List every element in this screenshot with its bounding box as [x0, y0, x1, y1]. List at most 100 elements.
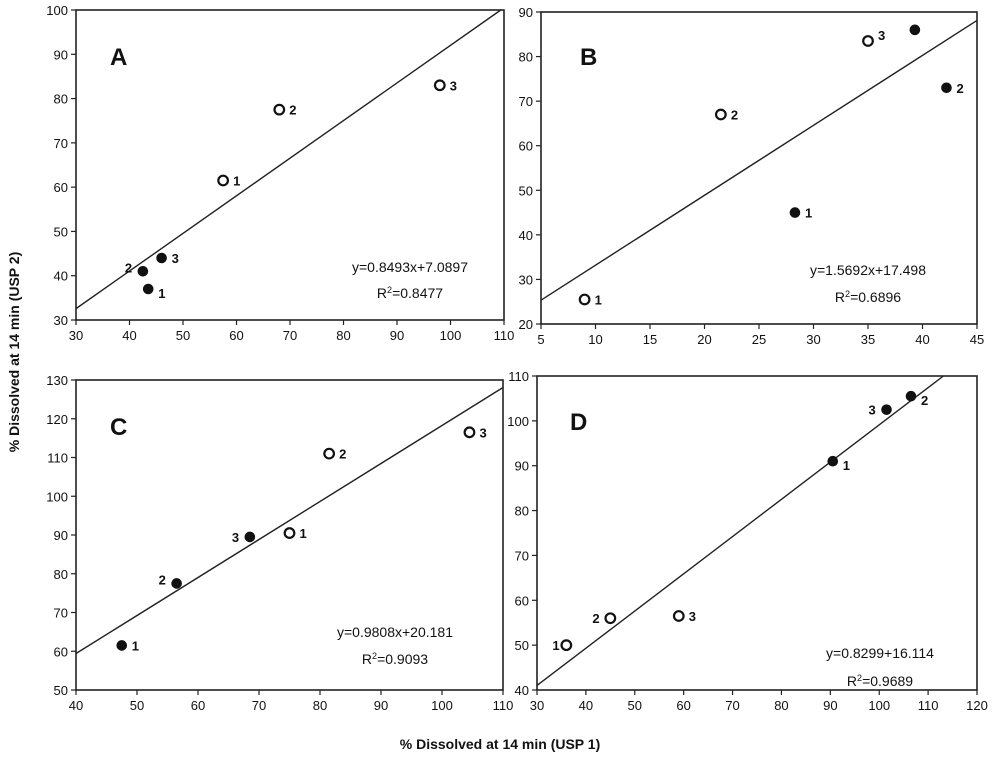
x-tick-label: 90	[823, 698, 837, 713]
filled-data-point	[116, 640, 128, 651]
regression-line	[75, 386, 504, 655]
x-tick-label: 15	[643, 332, 657, 347]
regression-line	[536, 375, 944, 687]
point-label: 2	[592, 611, 599, 626]
y-tick-label: 130	[46, 373, 68, 388]
point-label: 3	[232, 530, 239, 545]
x-tick-label: 70	[252, 698, 266, 713]
filled-data-point	[156, 252, 167, 264]
open-data-point	[560, 639, 573, 652]
regression-equation: y=0.8493x+7.0897	[352, 259, 468, 275]
x-tick-label: 35	[861, 332, 875, 347]
r-squared-superscript: 2	[845, 289, 850, 299]
point-label: 2	[731, 108, 738, 123]
y-tick-label: 90	[519, 5, 533, 20]
x-axis-title: % Dissolved at 14 min (USP 1)	[399, 736, 601, 752]
point-label: 3	[689, 609, 696, 624]
filled-data-point	[789, 207, 801, 218]
y-tick-label: 100	[46, 489, 68, 504]
chart-panel-c: 40 50 60 70 80 90 100 1105060708090100110120130…	[46, 373, 513, 713]
open-data-point	[463, 426, 476, 439]
chart-panel-a: 30 40 50 60 70 80 90 100 110 30 40 50 60 70 80 90 100 1 2 3…	[46, 3, 514, 343]
x-tick-label: 100	[431, 698, 453, 713]
filled-data-point	[905, 390, 917, 402]
x-tick-label: 110	[918, 698, 939, 713]
y-tick-label: 60	[515, 593, 529, 608]
y-tick-label: 50	[54, 683, 68, 698]
filled-data-point	[244, 531, 256, 543]
x-tick-label: 10	[588, 332, 602, 347]
point-label: 1	[132, 638, 139, 653]
x-tick-label: 25	[752, 332, 766, 347]
r-squared-superscript: 2	[857, 673, 862, 683]
r-squared-symbol: R	[835, 289, 845, 305]
r-squared-symbol: R	[377, 285, 387, 301]
point-label: 2	[956, 81, 963, 96]
x-tick-label: 90	[374, 698, 388, 713]
x-tick-label: 20	[697, 332, 711, 347]
y-tick-label: 50	[54, 224, 68, 239]
y-tick-label: 40	[54, 269, 68, 284]
y-tick-label: 40	[519, 228, 533, 243]
panel-label-a: A	[110, 44, 127, 71]
open-data-point	[217, 174, 230, 187]
y-tick-label: 70	[515, 548, 529, 563]
filled-data-point	[909, 24, 921, 36]
filled-data-point	[827, 455, 839, 467]
point-label: 3	[878, 28, 885, 43]
x-tick-label: 40	[579, 698, 593, 713]
r-squared-symbol: R	[847, 673, 857, 689]
point-label: 2	[159, 572, 166, 587]
x-tick-label: 30	[806, 332, 820, 347]
y-tick-label: 90	[54, 528, 68, 543]
point-label: 2	[921, 393, 928, 408]
point-label: 1	[805, 206, 812, 221]
chart-panel-b: 5 10 15 20 25 30 35 40 45 20 30 40 50 60 70 80 90 1 2 3 1 2 By…	[519, 5, 985, 347]
point-label: 3	[450, 78, 457, 93]
y-tick-label: 60	[54, 180, 68, 195]
point-label: 1	[233, 174, 240, 189]
x-tick-label: 90	[390, 328, 404, 343]
y-tick-label: 80	[54, 92, 68, 107]
x-tick-label: 70	[725, 698, 739, 713]
r-squared-number: =0.8477	[392, 285, 443, 301]
r-squared-number: =0.6896	[850, 289, 901, 305]
x-tick-label: 40	[915, 332, 929, 347]
point-label: 1	[158, 286, 165, 301]
x-tick-label: 70	[283, 328, 297, 343]
y-tick-label: 40	[515, 683, 529, 698]
r-squared-superscript: 2	[387, 285, 392, 295]
x-tick-label: 80	[336, 328, 350, 343]
r-squared-number: =0.9093	[377, 651, 428, 667]
open-data-point	[672, 610, 685, 622]
y-tick-label: 70	[519, 94, 533, 109]
x-tick-label: 60	[191, 698, 205, 713]
y-tick-label: 100	[507, 414, 529, 429]
point-label: 1	[300, 526, 307, 541]
chart-panel-d: 30 40 50 60 70 80 90 100 110 12040506070809010011…	[507, 369, 988, 713]
point-label: 2	[339, 447, 346, 462]
panel-label-b: B	[580, 44, 597, 71]
panel-label-c: C	[110, 414, 127, 441]
open-data-point	[862, 35, 874, 47]
point-label: 1	[552, 638, 559, 653]
y-tick-label: 110	[508, 369, 529, 384]
x-tick-label: 100	[868, 698, 890, 713]
r-squared-superscript: 2	[372, 651, 377, 661]
x-tick-label: 5	[537, 332, 544, 347]
open-data-point	[283, 527, 296, 539]
x-tick-label: 110	[493, 698, 514, 713]
r-squared-value: R2=0.8477	[377, 285, 443, 301]
open-data-point	[323, 447, 336, 460]
point-label: 1	[595, 292, 602, 307]
x-tick-label: 60	[229, 328, 243, 343]
r-squared-symbol: R	[362, 651, 372, 667]
y-tick-label: 110	[47, 451, 68, 466]
r-squared-value: R2=0.9689	[847, 673, 913, 689]
x-tick-label: 110	[494, 328, 515, 343]
r-squared-number: =0.9689	[862, 673, 913, 689]
y-tick-label: 70	[54, 606, 68, 621]
point-label: 1	[843, 458, 850, 473]
filled-data-point	[142, 283, 154, 295]
